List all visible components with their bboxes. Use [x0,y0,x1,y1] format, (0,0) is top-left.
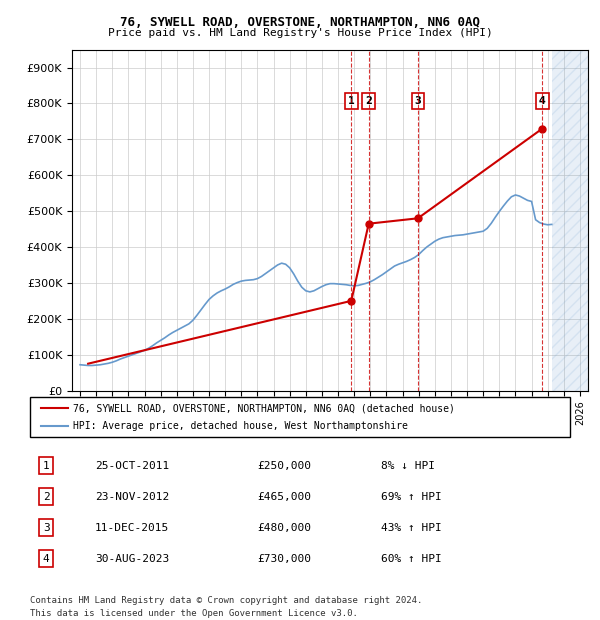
FancyBboxPatch shape [30,397,570,437]
Text: 1: 1 [43,461,50,471]
Text: 3: 3 [43,523,50,533]
Text: 23-NOV-2012: 23-NOV-2012 [95,492,169,502]
Text: £480,000: £480,000 [257,523,311,533]
Text: 1: 1 [348,95,355,106]
Text: 60% ↑ HPI: 60% ↑ HPI [381,554,442,564]
Text: £730,000: £730,000 [257,554,311,564]
Text: 43% ↑ HPI: 43% ↑ HPI [381,523,442,533]
Text: 30-AUG-2023: 30-AUG-2023 [95,554,169,564]
Text: 76, SYWELL ROAD, OVERSTONE, NORTHAMPTON, NN6 0AQ (detached house): 76, SYWELL ROAD, OVERSTONE, NORTHAMPTON,… [73,403,455,413]
Text: HPI: Average price, detached house, West Northamptonshire: HPI: Average price, detached house, West… [73,421,408,431]
Text: 4: 4 [43,554,50,564]
Text: 11-DEC-2015: 11-DEC-2015 [95,523,169,533]
Bar [552,50,588,391]
Text: Price paid vs. HM Land Registry's House Price Index (HPI): Price paid vs. HM Land Registry's House … [107,28,493,38]
Text: 25-OCT-2011: 25-OCT-2011 [95,461,169,471]
Text: 8% ↓ HPI: 8% ↓ HPI [381,461,435,471]
Text: This data is licensed under the Open Government Licence v3.0.: This data is licensed under the Open Gov… [30,609,358,618]
Text: £250,000: £250,000 [257,461,311,471]
Text: 3: 3 [415,95,421,106]
Text: 2: 2 [43,492,50,502]
Text: 76, SYWELL ROAD, OVERSTONE, NORTHAMPTON, NN6 0AQ: 76, SYWELL ROAD, OVERSTONE, NORTHAMPTON,… [120,16,480,29]
Text: Contains HM Land Registry data © Crown copyright and database right 2024.: Contains HM Land Registry data © Crown c… [30,596,422,606]
Text: 69% ↑ HPI: 69% ↑ HPI [381,492,442,502]
Text: £465,000: £465,000 [257,492,311,502]
Text: 2: 2 [365,95,372,106]
Text: 4: 4 [539,95,546,106]
